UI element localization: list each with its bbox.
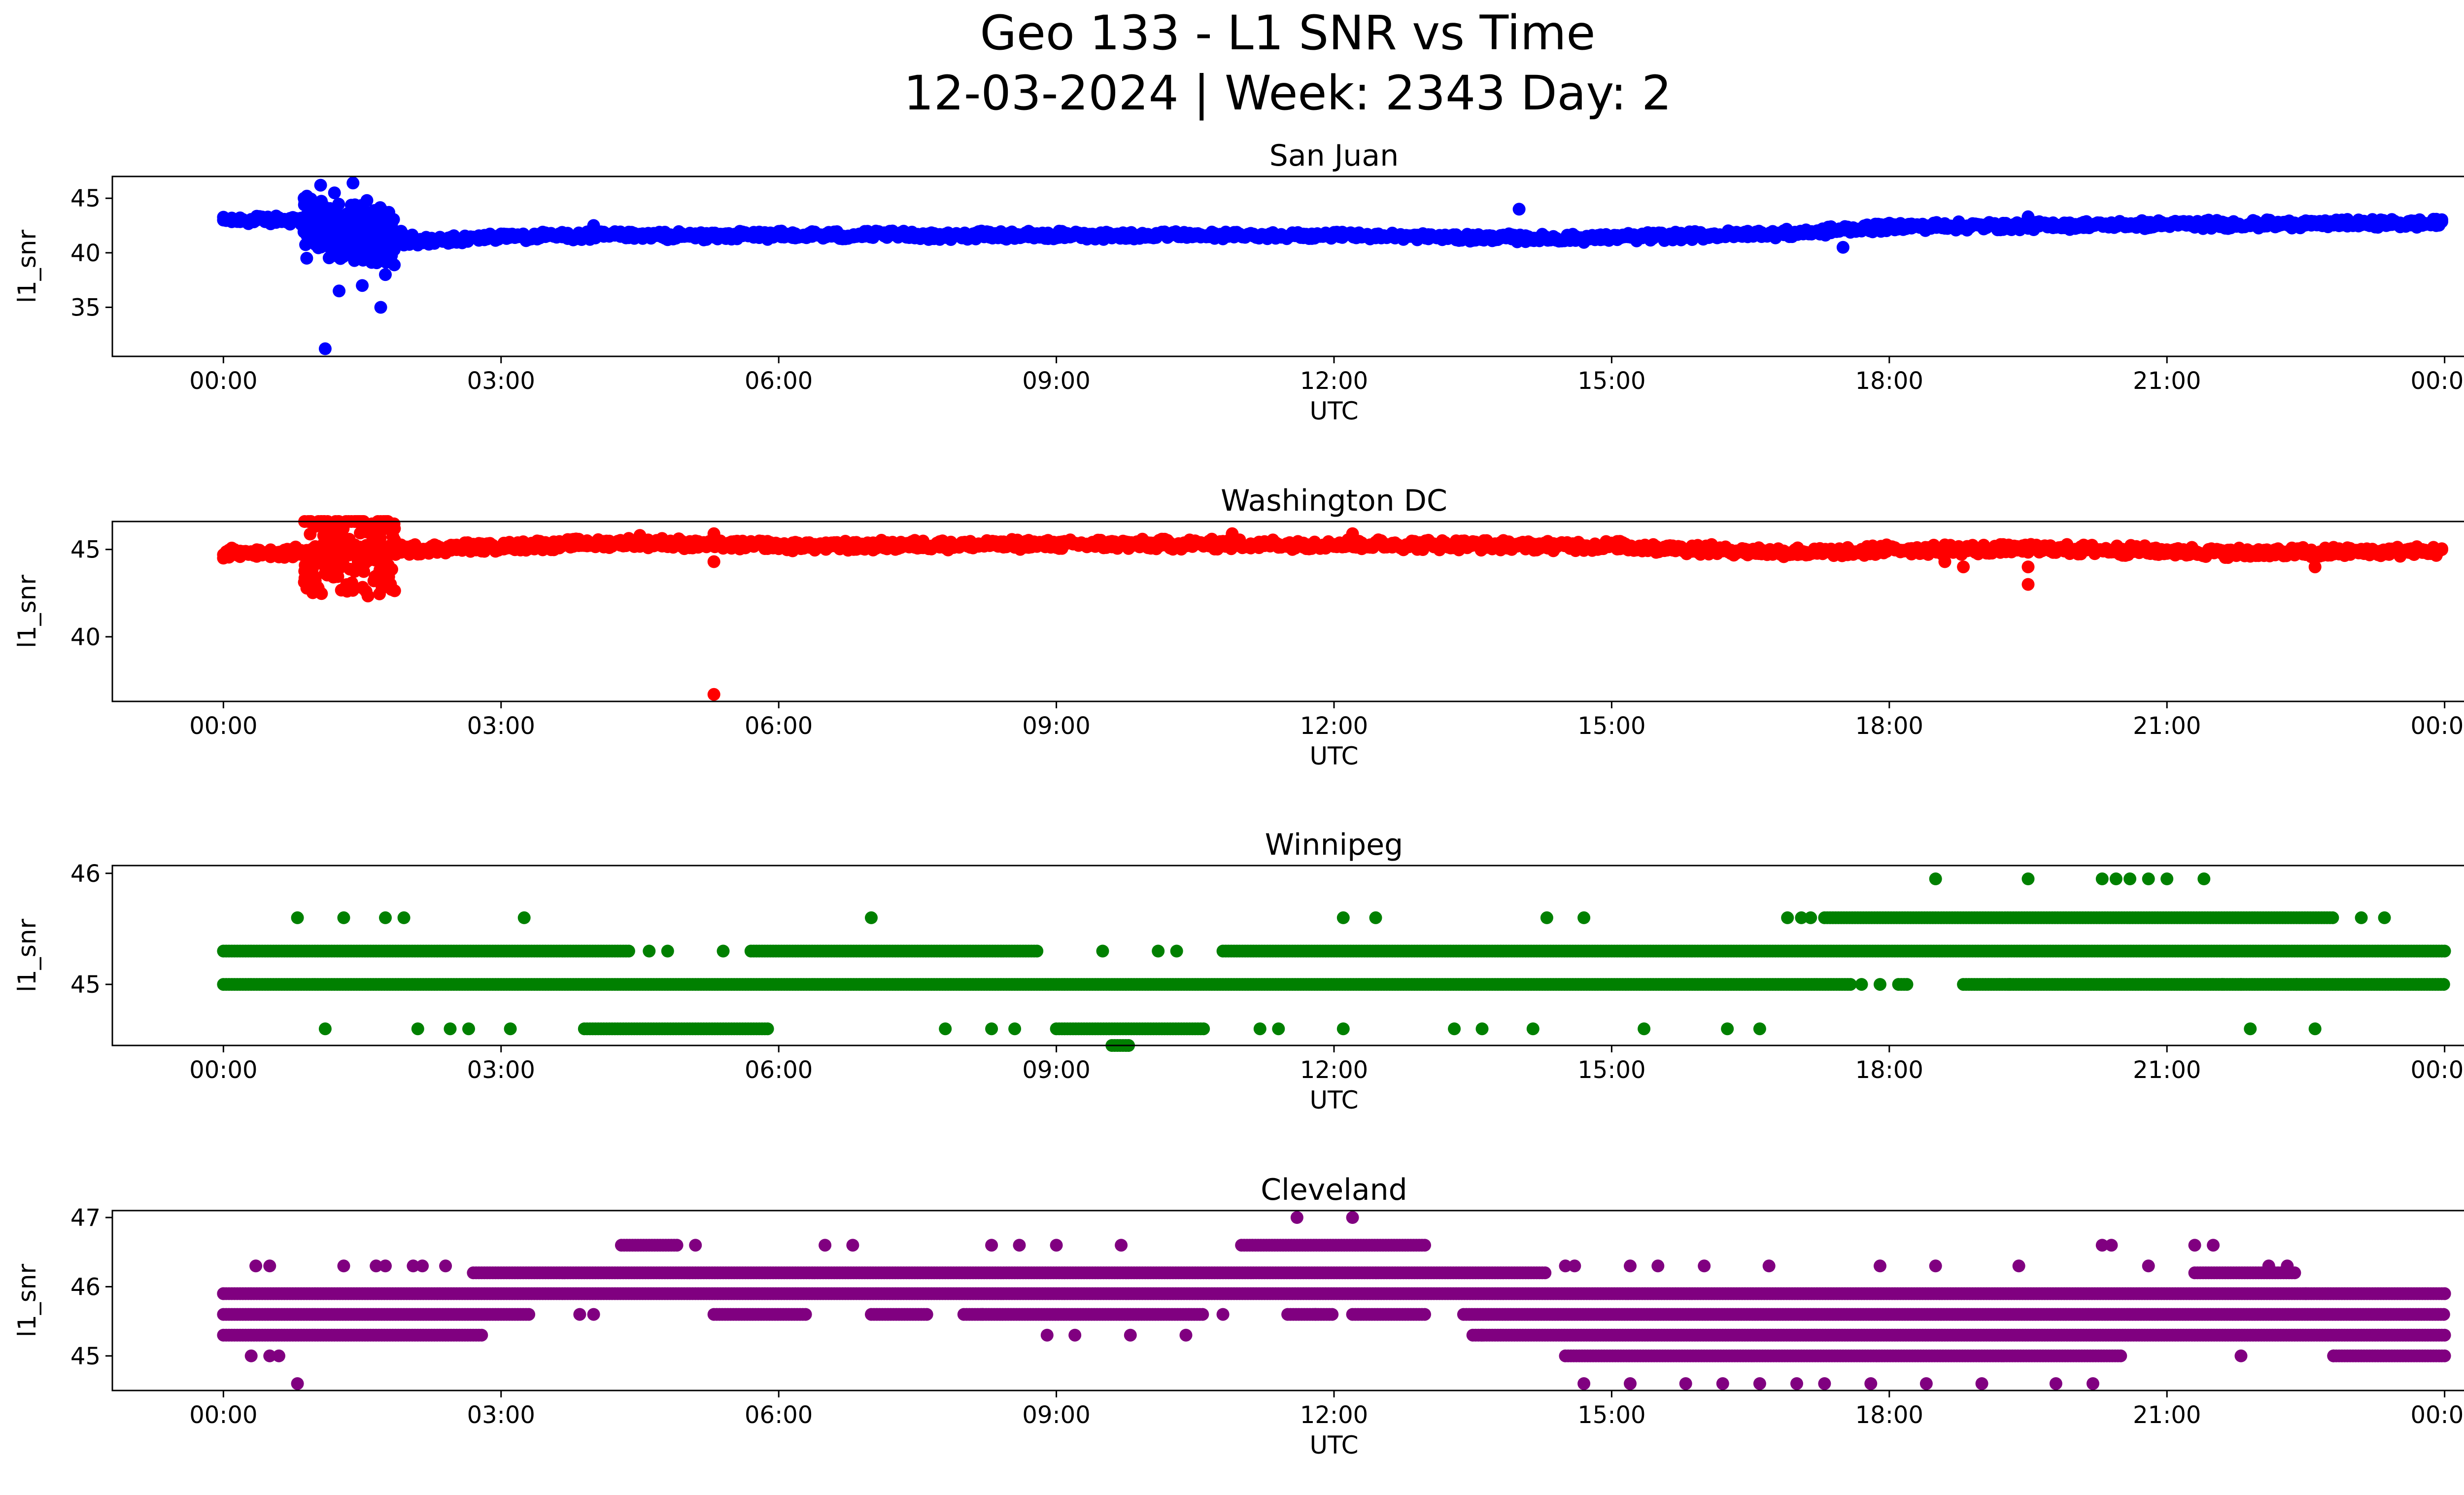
subplot-title: Winnipeg [1265, 828, 1403, 862]
x-tick-label: 00:00 [2410, 367, 2464, 395]
data-point [1226, 527, 1239, 540]
data-point [1938, 555, 1951, 568]
x-tick-label: 18:00 [1855, 367, 1923, 395]
x-tick-label: 21:00 [2133, 712, 2201, 740]
x-axis-label: UTC [1309, 397, 1358, 425]
data-point [314, 178, 327, 192]
scatter-points [217, 872, 2451, 1052]
data-point [388, 584, 401, 597]
data-point [1030, 944, 1044, 958]
data-point [379, 268, 392, 281]
data-point [587, 219, 600, 232]
data-point [361, 590, 375, 603]
data-point [707, 527, 720, 540]
subplots: San Juan 00:00 03:00 06:00 09:00 12:00 15:00 18… [13, 139, 2464, 1460]
data-point [2437, 978, 2450, 991]
figure-title-line-2: 12-03-2024 | Week: 2343 Day: 2 [904, 66, 1672, 121]
scatter-points [217, 176, 2448, 355]
data-point [1844, 978, 1857, 991]
data-point [2021, 578, 2035, 591]
data-point [385, 563, 398, 576]
data-point [1900, 978, 1914, 991]
data-point [707, 555, 720, 568]
x-tick-label: 03:00 [467, 712, 535, 740]
x-tick-label: 06:00 [745, 712, 813, 740]
x-tick-label: 06:00 [745, 367, 813, 395]
data-point [387, 213, 400, 226]
data-point [333, 284, 346, 298]
x-tick-label: 21:00 [2133, 367, 2201, 395]
x-tick-label: 09:00 [1022, 367, 1090, 395]
subplot-title: Washington DC [1221, 484, 1447, 518]
data-point [374, 301, 387, 314]
data-point [346, 176, 360, 190]
scatter-points [217, 515, 2448, 701]
data-point [2435, 215, 2448, 228]
data-point [328, 186, 341, 200]
x-tick-label: 00:00 [189, 712, 257, 740]
subplot-title: San Juan [1269, 139, 1399, 173]
y-axis-label: l1_snr [13, 230, 41, 303]
data-point [1957, 560, 1970, 574]
y-axis-label: l1_snr [13, 575, 41, 648]
x-tick-label: 18:00 [1855, 712, 1923, 740]
data-point [2021, 210, 2035, 223]
data-point [300, 251, 313, 265]
data-point [622, 944, 635, 958]
y-tick-label: 45 [70, 536, 101, 564]
data-point [318, 342, 332, 355]
x-tick-label: 00:00 [2410, 712, 2464, 740]
data-point [387, 517, 401, 530]
y-tick-label: 40 [70, 624, 101, 651]
data-point [633, 529, 647, 542]
data-point [360, 194, 374, 207]
figure-title-line-1: Geo 133 - L1 SNR vs Time [980, 5, 1596, 61]
data-point [1512, 203, 1526, 216]
data-point [1836, 241, 1849, 254]
data-point [356, 279, 369, 292]
x-tick-label: 09:00 [1022, 712, 1090, 740]
x-tick-label: 12:00 [1300, 712, 1368, 740]
y-tick-label: 45 [70, 185, 101, 212]
subplot-washington-dc: Washington DC 00:00 03:00 06:00 09:00 12:00 15… [13, 484, 2464, 770]
x-tick-label: 15:00 [1577, 367, 1645, 395]
x-tick-label: 12:00 [1300, 367, 1368, 395]
axes-frame [111, 175, 2464, 357]
x-tick-label: 00:00 [189, 367, 257, 395]
data-point [2435, 542, 2448, 556]
x-tick-label: 03:00 [467, 367, 535, 395]
data-point [707, 688, 720, 701]
x-tick-label: 15:00 [1577, 712, 1645, 740]
y-tick-label: 35 [70, 294, 101, 321]
data-point [315, 587, 328, 600]
data-point [388, 258, 401, 272]
data-point [2021, 560, 2035, 574]
data-point [1346, 527, 1359, 540]
data-point [2308, 560, 2322, 574]
x-axis-label: UTC [1309, 742, 1358, 770]
subplot-san-juan: San Juan 00:00 03:00 06:00 09:00 12:00 15:00 18… [13, 139, 2464, 425]
y-tick-label: 40 [70, 240, 101, 267]
data-point [332, 198, 345, 211]
